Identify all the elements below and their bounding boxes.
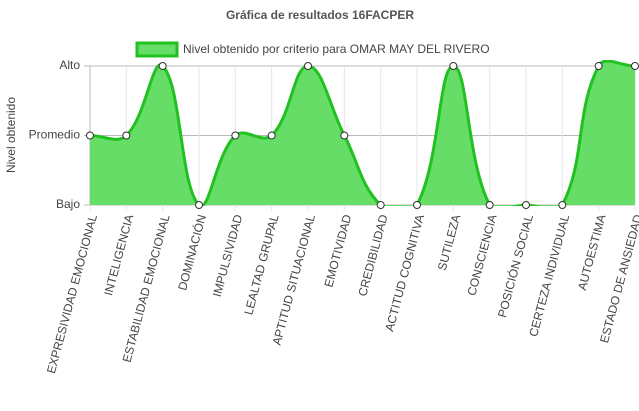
x-tick-label: EMOTIVIDAD [321,213,354,289]
x-tick-label: LEALTAD GRUPAL [241,213,281,317]
x-tick-label: ACTITUD COGNITIVA [382,213,427,333]
area [90,61,635,206]
x-tick-label: SUTILEZA [435,213,463,272]
point [376,201,385,209]
x-tick-label: EXPRESIVIDAD EMOCIONAL [44,213,100,375]
point [304,62,312,70]
point [413,201,421,209]
point [195,201,203,209]
x-tick-label: CERTEZA INDIVIDUAL [526,213,572,338]
point [594,62,603,70]
point [86,131,94,140]
point [231,131,240,140]
x-tick-label: CONSCIENCIA [465,213,500,297]
point [631,62,639,70]
point [340,131,349,140]
point [485,201,494,209]
point [158,62,167,70]
y-tick-label: Alto [59,58,80,72]
legend-label: Nivel obtenido por criterio para OMAR MA… [183,42,490,56]
point [449,62,458,70]
point [558,201,567,209]
x-tick-label: AUTOESTIMA [575,213,609,292]
chart-title: Gráfica de resultados 16FACPER [226,8,414,22]
legend-swatch [135,41,179,58]
point [122,131,131,140]
x-tick-label: DOMINACIÓN [174,213,209,292]
y-axis-title: Nivel obtenido [4,97,18,173]
y-tick-label: Promedio [29,128,81,142]
series [89,60,636,206]
x-tick-label: IMPULSIVIDAD [210,213,246,299]
y-tick-label: Bajo [56,197,80,211]
x-tick-label: INTELIGENCIA [101,213,136,297]
x-tick-label: CREDIBILIDAD [355,213,390,298]
point [267,131,276,140]
point [522,201,530,209]
line [89,60,636,206]
x-tick-label: POSICIÓN SOCIAL [494,212,536,319]
